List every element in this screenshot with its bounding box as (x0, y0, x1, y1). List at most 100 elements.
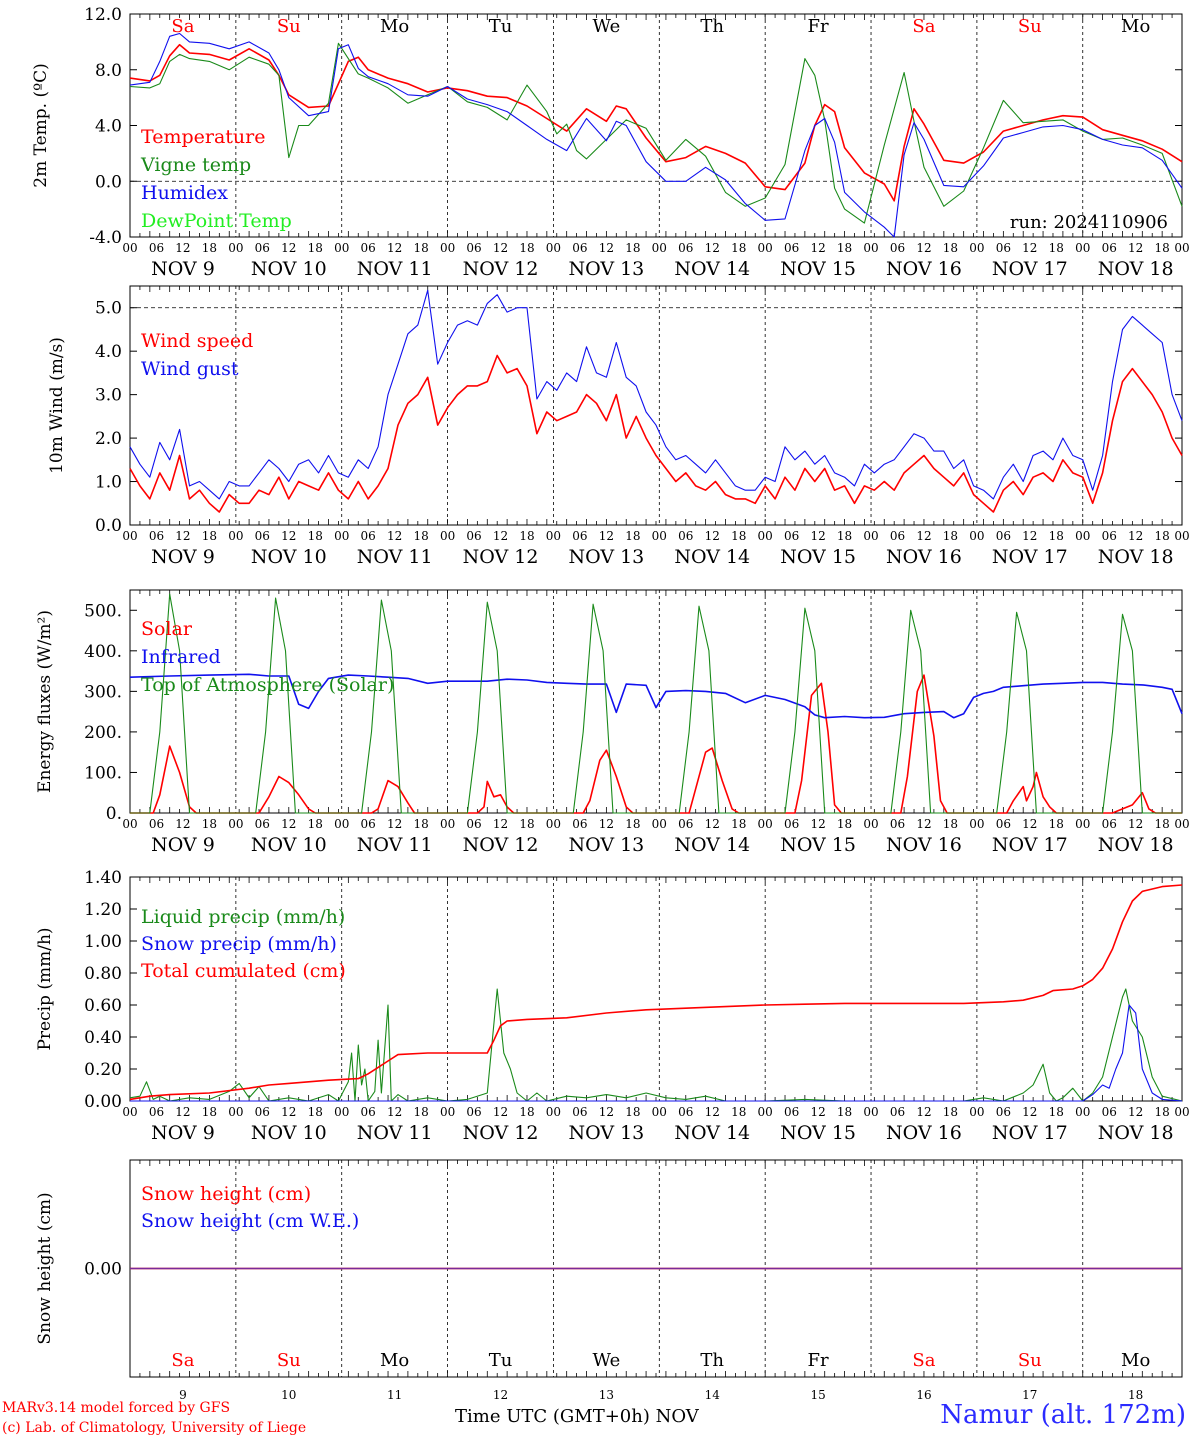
x-hour-label: 18 (731, 529, 746, 543)
x-hour-label: 12 (493, 241, 508, 255)
weekday-label: Mo (1121, 16, 1150, 37)
x-hour-label: 12 (705, 241, 720, 255)
weekday-label: Sa (912, 16, 935, 37)
x-hour-label: 00 (334, 529, 349, 543)
x-date-label: NOV 9 (151, 1122, 215, 1144)
x-hour-label: 06 (1102, 241, 1117, 255)
x-hour-label: 00 (758, 817, 773, 831)
x-hour-label: 00 (863, 817, 878, 831)
x-date-label: NOV 13 (568, 1122, 644, 1144)
x-hour-label: 12 (810, 817, 825, 831)
x-hour-label: 06 (996, 241, 1011, 255)
x-date-label: NOV 17 (992, 1122, 1068, 1144)
y-tick-label: 4.0 (95, 342, 122, 362)
x-hour-label: 18 (1049, 1105, 1064, 1119)
x-hour-label: 00 (228, 817, 243, 831)
x-date-label: NOV 10 (251, 258, 327, 280)
x-hour-label: 12 (1128, 529, 1143, 543)
x-hour-label: 00 (652, 529, 667, 543)
y-tick-label: 5.0 (95, 299, 122, 319)
x-hour-label: 00 (652, 817, 667, 831)
series-line-wind-speed (129, 354, 1183, 513)
x-hour-label: 12 (810, 241, 825, 255)
weekday-label: Th (700, 1350, 724, 1371)
x-date-label: NOV 11 (357, 1122, 433, 1144)
x-hour-label: 18 (731, 817, 746, 831)
x-hour-label: 06 (996, 529, 1011, 543)
y-tick-label: 0.40 (84, 1028, 122, 1048)
x-hour-label: 00 (228, 1105, 243, 1119)
x-date-label: NOV 11 (357, 258, 433, 280)
x-hour-label: 18 (731, 241, 746, 255)
x-hour-label: 00 (440, 241, 455, 255)
weekday-label: Sa (912, 1350, 935, 1371)
panel-frame (129, 285, 1183, 526)
x-hour-label: 06 (149, 241, 164, 255)
day-number-label: 10 (281, 1388, 296, 1402)
y-tick-label: 0.0 (95, 516, 122, 536)
x-date-label: NOV 17 (992, 834, 1068, 856)
x-hour-label: 18 (202, 241, 217, 255)
x-hour-label: 00 (863, 241, 878, 255)
x-hour-label: 00 (122, 1105, 137, 1119)
x-date-label: NOV 15 (780, 546, 856, 568)
x-hour-label: 00 (334, 1105, 349, 1119)
x-hour-label: 12 (175, 529, 190, 543)
x-hour-label: 06 (361, 1105, 376, 1119)
x-hour-label: 12 (1128, 1105, 1143, 1119)
x-hour-label: 18 (625, 1105, 640, 1119)
x-date-label: NOV 17 (992, 546, 1068, 568)
y-tick-label: 1.20 (84, 900, 122, 920)
x-hour-label: 12 (1022, 1105, 1037, 1119)
x-hour-label: 18 (202, 817, 217, 831)
x-hour-label: 06 (996, 1105, 1011, 1119)
weekday-label: Su (1018, 1350, 1042, 1371)
legend-entry: Total cumulated (cm) (141, 960, 346, 982)
x-hour-label: 12 (281, 529, 296, 543)
x-date-label: NOV 16 (886, 834, 962, 856)
x-hour-label: 06 (149, 1105, 164, 1119)
legend-entry: Wind speed (141, 330, 253, 352)
weekday-label: Sa (171, 16, 194, 37)
weekday-label: Fr (808, 16, 829, 37)
x-hour-label: 00 (863, 529, 878, 543)
x-hour-label: 00 (1075, 241, 1090, 255)
x-hour-label: 00 (758, 529, 773, 543)
x-date-label: NOV 18 (1098, 546, 1174, 568)
model-credit: MARv3.14 model forced by GFS (2, 1400, 231, 1416)
legend-entry: Wind gust (141, 358, 239, 380)
x-hour-label: 06 (678, 817, 693, 831)
y-axis-title: 2m Temp. (ºC) (31, 63, 51, 188)
x-hour-label: 00 (1174, 241, 1189, 255)
x-hour-label: 12 (599, 817, 614, 831)
x-hour-label: 06 (784, 529, 799, 543)
x-hour-label: 12 (599, 1105, 614, 1119)
y-tick-label: 500. (84, 601, 122, 621)
x-hour-label: 06 (1102, 1105, 1117, 1119)
series-line-temperature (129, 43, 1183, 202)
x-date-label: NOV 14 (674, 1122, 750, 1144)
x-date-label: NOV 16 (886, 1122, 962, 1144)
x-date-label: NOV 18 (1098, 834, 1174, 856)
x-hour-label: 06 (678, 1105, 693, 1119)
x-hour-label: 18 (1049, 529, 1064, 543)
x-hour-label: 00 (652, 1105, 667, 1119)
x-hour-label: 00 (122, 241, 137, 255)
day-number-label: 13 (599, 1388, 614, 1402)
x-date-label: NOV 14 (674, 258, 750, 280)
x-hour-label: 18 (837, 241, 852, 255)
x-date-label: NOV 18 (1098, 258, 1174, 280)
x-hour-label: 18 (519, 241, 534, 255)
y-tick-label: 0. (106, 804, 122, 824)
series-line-infrared (129, 673, 1183, 719)
x-hour-label: 12 (916, 1105, 931, 1119)
x-hour-label: 00 (546, 529, 561, 543)
x-hour-label: 00 (969, 241, 984, 255)
x-hour-label: 06 (149, 529, 164, 543)
x-hour-label: 12 (916, 817, 931, 831)
x-hour-label: 12 (387, 1105, 402, 1119)
x-hour-label: 12 (493, 1105, 508, 1119)
x-date-label: NOV 15 (780, 834, 856, 856)
y-tick-label: 0.0 (95, 172, 122, 192)
x-date-label: NOV 12 (463, 1122, 539, 1144)
